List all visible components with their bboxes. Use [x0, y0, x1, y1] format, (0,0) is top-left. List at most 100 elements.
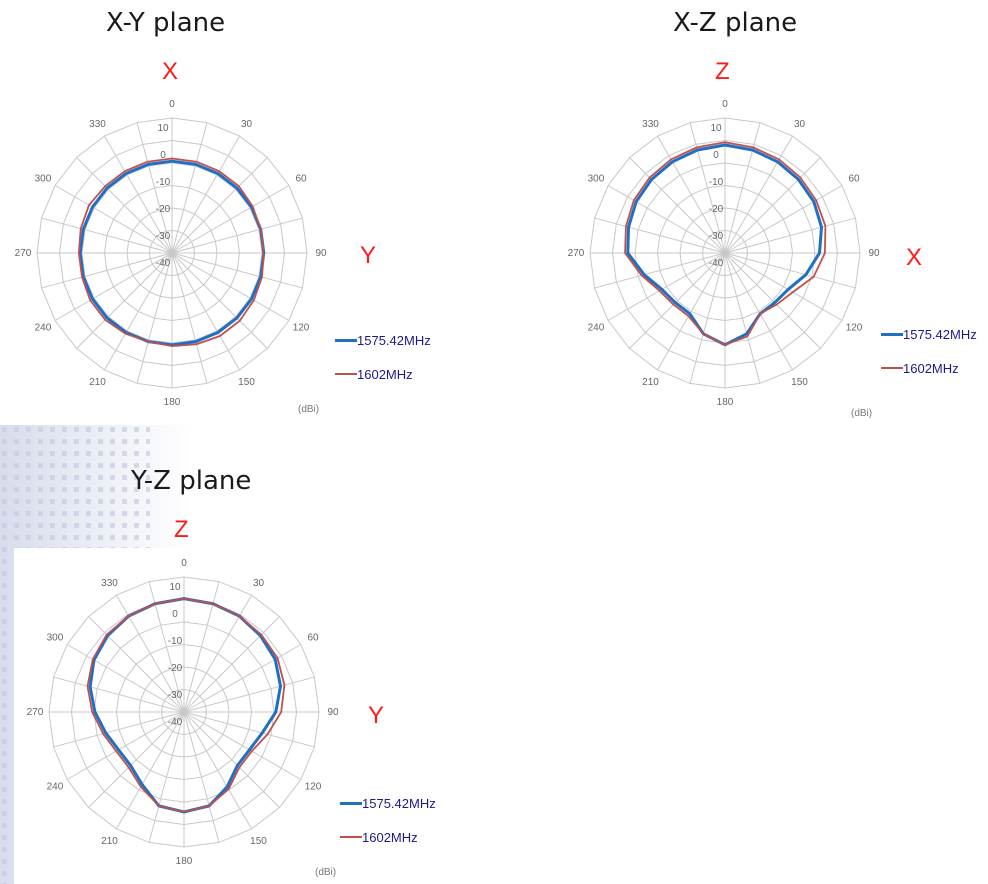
- legend-label-1602-yz: 1602MHz: [362, 829, 418, 845]
- grid-spoke: [183, 711, 280, 808]
- polar-chart-xy: 0 30 60 90 120 150 180 210 240 270 300 330 10 0 -10 -20…: [0, 90, 350, 414]
- grid-spoke: [183, 711, 302, 780]
- grid-spoke: [171, 135, 240, 254]
- angle-tick-label: 270: [27, 707, 44, 718]
- unit-label-xz: (dBi): [851, 408, 873, 419]
- angle-tick-label: 90: [315, 248, 327, 259]
- legend-swatch-1575-yz: [340, 801, 362, 805]
- angle-tick-label: 330: [89, 119, 106, 130]
- grid-spoke: [183, 711, 252, 830]
- angle-tick-label: 0: [181, 558, 187, 569]
- legend-item-1602-yz: 1602MHz: [340, 828, 418, 846]
- grid-spoke: [171, 217, 303, 254]
- legend-item-1575-xz: 1575.42MHz: [881, 325, 977, 343]
- angle-tick-label: 150: [238, 377, 255, 388]
- angle-tick-label: 120: [305, 782, 322, 793]
- grid-spoke: [657, 135, 726, 254]
- polar-grid: [48, 576, 320, 848]
- grid-spoke: [689, 122, 726, 254]
- grid-spoke: [724, 122, 761, 254]
- radial-tick-label: -20: [168, 663, 183, 674]
- radial-tick-label: -10: [156, 177, 171, 188]
- angle-tick-label: 60: [848, 174, 860, 185]
- grid-spoke: [76, 157, 173, 254]
- radial-tick-label: -20: [156, 204, 171, 215]
- grid-spoke: [629, 252, 726, 349]
- grid-spoke: [594, 217, 726, 254]
- grid-spoke: [171, 122, 208, 254]
- grid-spoke: [76, 252, 173, 349]
- grid-spoke: [594, 252, 726, 289]
- grid-spoke: [183, 616, 280, 713]
- legend-swatch-1575-xy: [335, 338, 357, 342]
- angle-tick-label: 120: [293, 323, 310, 334]
- grid-spoke: [41, 217, 173, 254]
- angle-tick-label: 90: [327, 707, 339, 718]
- grid-spoke: [148, 711, 185, 843]
- radial-tick-label: -10: [709, 177, 724, 188]
- radial-tick-label: -30: [156, 231, 171, 242]
- grid-spoke: [41, 252, 173, 289]
- angle-tick-label: 180: [176, 856, 193, 867]
- right-axis-label-xy: Y: [360, 242, 377, 269]
- legend-item-1602-xz: 1602MHz: [881, 359, 959, 377]
- right-axis-label-xz: X: [906, 244, 923, 271]
- angle-tick-label: 300: [588, 174, 605, 185]
- grid-spoke: [88, 616, 185, 713]
- legend-item-1602-xy: 1602MHz: [335, 365, 413, 383]
- radial-tick-label: -30: [709, 231, 724, 242]
- angle-tick-label: 150: [250, 836, 267, 847]
- angle-tick-label: 60: [295, 174, 307, 185]
- radial-tick-label: -20: [709, 204, 724, 215]
- grid-spoke: [104, 252, 173, 371]
- angle-tick-label: 0: [722, 99, 728, 110]
- angle-tick-label: 240: [588, 323, 605, 334]
- grid-spoke: [54, 185, 173, 254]
- radial-tick-label: -40: [168, 717, 183, 728]
- legend-swatch-1602-xy: [335, 373, 357, 375]
- angle-tick-label: 60: [307, 633, 319, 644]
- angle-tick-label: 90: [868, 248, 880, 259]
- legend-label-1575-xy: 1575.42MHz: [357, 332, 431, 348]
- legend-label-1602-xz: 1602MHz: [903, 360, 959, 376]
- legend-label-1602-xy: 1602MHz: [357, 366, 413, 382]
- grid-spoke: [724, 185, 843, 254]
- angle-tick-label: 150: [791, 377, 808, 388]
- grid-spoke: [724, 252, 821, 349]
- angle-tick-label: 240: [35, 323, 52, 334]
- angle-tick-label: 300: [47, 633, 64, 644]
- polar-chart-xz: 0 30 60 90 120 150 180 210 240 270 300 330 10 0 -10 -20…: [553, 90, 903, 414]
- series-line: [78, 159, 266, 347]
- grid-spoke: [657, 252, 726, 371]
- grid-spoke: [183, 676, 315, 713]
- polar-grid: [589, 117, 861, 389]
- legend-item-1575-yz: 1575.42MHz: [340, 794, 436, 812]
- grid-spoke: [724, 252, 843, 321]
- radial-tick-label: 0: [713, 150, 719, 161]
- polar-chart-yz: 0 30 60 90 120 150 180 210 240 270 300 330 10 0 -10 -20…: [12, 549, 362, 873]
- grid-spoke: [53, 711, 185, 748]
- legend-swatch-1602-xz: [881, 367, 903, 369]
- grid-spoke: [724, 135, 793, 254]
- chart-title-xz: X-Z plane: [673, 8, 798, 38]
- grid-spoke: [183, 594, 252, 713]
- angle-tick-label: 330: [642, 119, 659, 130]
- legend-label-1575-xz: 1575.42MHz: [903, 326, 977, 342]
- top-axis-label-yz: Z: [174, 516, 189, 543]
- angle-tick-label: 210: [89, 377, 106, 388]
- chart-title-yz: Y-Z plane: [131, 466, 252, 496]
- radial-tick-label: 0: [172, 609, 178, 620]
- grid-spoke: [116, 711, 185, 830]
- grid-spoke: [54, 252, 173, 321]
- grid-spoke: [724, 252, 761, 384]
- grid-spoke: [183, 711, 315, 748]
- angle-tick-label: 180: [717, 397, 734, 408]
- radial-tick-label: -40: [709, 258, 724, 269]
- angle-tick-label: 30: [241, 119, 253, 130]
- grid-spoke: [88, 711, 185, 808]
- grid-spoke: [171, 252, 290, 321]
- polar-chart-yz-svg: 0 30 60 90 120 150 180 210 240 270 300 330 10 0 -10 -20…: [27, 558, 339, 867]
- radial-tick-label: 0: [160, 150, 166, 161]
- grid-spoke: [53, 676, 185, 713]
- angle-tick-label: 270: [15, 248, 32, 259]
